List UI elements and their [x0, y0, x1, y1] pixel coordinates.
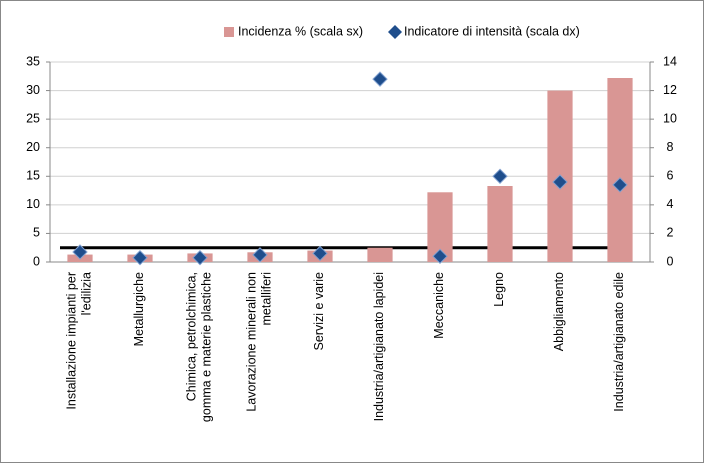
x-tick-group: Chimica, petrolchimica,gomma e materie p… [185, 272, 214, 422]
y2-tick-label: 14 [663, 54, 677, 68]
y-tick-label: 20 [26, 140, 40, 154]
x-tick-label: Abbigliamento [552, 272, 566, 351]
y2-tick-label: 4 [667, 197, 674, 211]
x-tick-group: Installazione impianti perl'edilizia [65, 272, 94, 410]
y2-tick-label: 2 [667, 226, 674, 240]
y-tick-label: 25 [26, 111, 40, 125]
bar [367, 247, 393, 262]
x-tick-label: Metallurgiche [132, 272, 146, 346]
legend-label: Incidenza % (scala sx) [238, 24, 363, 38]
x-tick-label: Meccaniche [432, 272, 446, 339]
diamond-marker [372, 71, 388, 87]
y2-tick-label: 12 [663, 83, 677, 97]
x-tick-label: Industria/artigianato edile [612, 272, 626, 412]
x-tick-group: Lavorazione minerali nonmetalliferi [245, 272, 274, 412]
y-tick-label: 10 [26, 197, 40, 211]
legend-label: Indicatore di intensità (scala dx) [404, 24, 580, 38]
x-tick-label: Chimica, petrolchimica,gomma e materie p… [185, 272, 214, 422]
bar [487, 186, 513, 262]
diamond-marker [252, 247, 268, 263]
x-tick-group: Industria/artigianato lapidei [372, 272, 386, 421]
x-tick-label: Installazione impianti perl'edilizia [65, 272, 94, 410]
x-tick-group: Abbigliamento [552, 272, 566, 351]
y2-tick-label: 0 [667, 254, 674, 268]
x-tick-group: Servizi e varie [312, 272, 326, 351]
diamond-marker [492, 168, 508, 184]
y2-tick-label: 6 [667, 169, 674, 183]
diamond-marker [612, 177, 628, 193]
x-tick-label: Industria/artigianato lapidei [372, 272, 386, 421]
x-tick-group: Legno [492, 272, 506, 307]
y-tick-label: 15 [26, 169, 40, 183]
x-tick-group: Meccaniche [432, 272, 446, 339]
y-tick-label: 5 [33, 226, 40, 240]
diamond-marker [192, 250, 208, 266]
x-tick-group: Industria/artigianato edile [612, 272, 626, 412]
diamond-marker [72, 244, 88, 260]
y-tick-label: 35 [26, 54, 40, 68]
x-tick-label: Legno [492, 272, 506, 307]
y-tick-label: 30 [26, 83, 40, 97]
y-tick-label: 0 [33, 254, 40, 268]
bar [607, 78, 633, 262]
y2-tick-label: 10 [663, 111, 677, 125]
x-tick-label: Lavorazione minerali nonmetalliferi [245, 272, 274, 412]
x-tick-label: Servizi e varie [312, 272, 326, 351]
diamond-marker [432, 248, 448, 264]
y2-tick-label: 8 [667, 140, 674, 154]
diamond-marker [132, 250, 148, 266]
diamond-marker [312, 245, 328, 262]
legend-swatch [224, 27, 234, 37]
diamond-marker [552, 174, 568, 190]
legend-swatch [388, 25, 402, 39]
x-tick-group: Metallurgiche [132, 272, 146, 346]
